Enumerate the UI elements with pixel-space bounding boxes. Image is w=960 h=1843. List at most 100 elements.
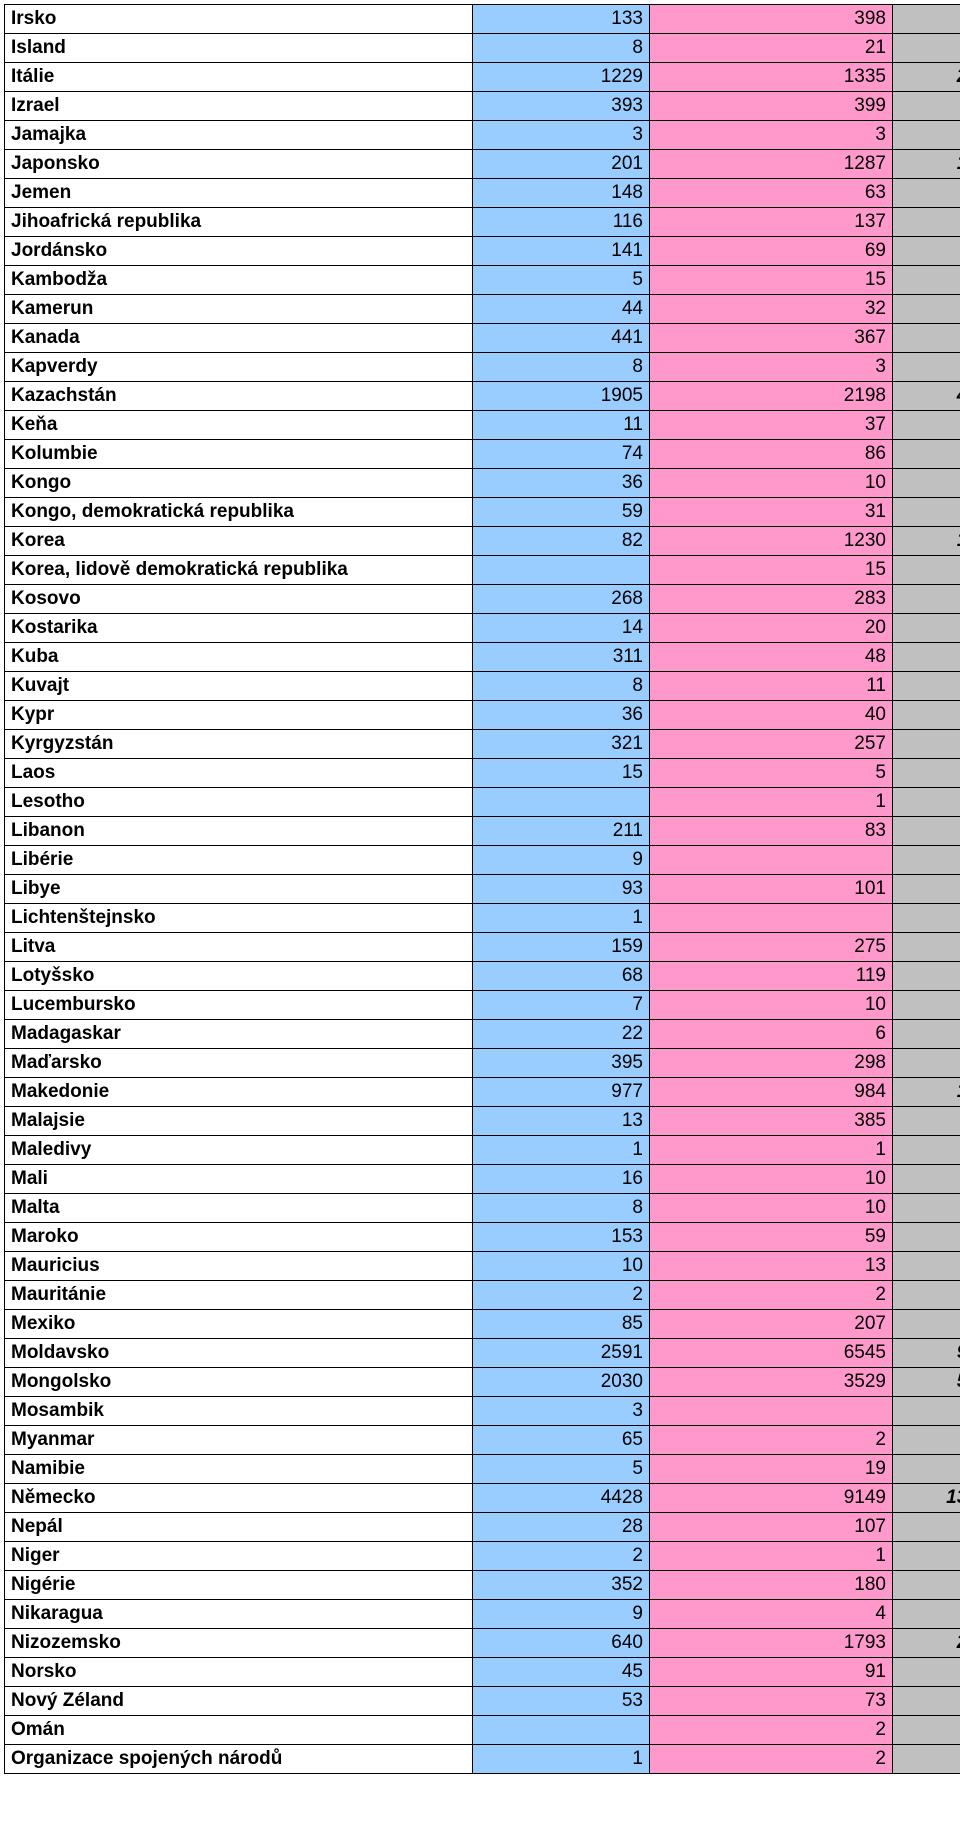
total-gray-cell: 792 bbox=[893, 92, 960, 121]
value-pink-cell: 31 bbox=[650, 498, 893, 527]
value-pink-cell: 48 bbox=[650, 643, 893, 672]
country-cell: Kambodža bbox=[5, 266, 473, 295]
table-row: Lichtenštejnsko11 bbox=[5, 904, 960, 933]
table-row: Island82129 bbox=[5, 34, 960, 63]
table-row: Německo4428914913577 bbox=[5, 1484, 960, 1513]
total-gray-cell: 11 bbox=[893, 353, 960, 382]
country-cell: Německo bbox=[5, 1484, 473, 1513]
value-pink-cell: 4 bbox=[650, 1600, 893, 1629]
total-gray-cell: 13 bbox=[893, 1600, 960, 1629]
country-cell: Maledivy bbox=[5, 1136, 473, 1165]
table-row: Libérie99 bbox=[5, 846, 960, 875]
table-row: Myanmar65267 bbox=[5, 1426, 960, 1455]
value-blue-cell: 268 bbox=[473, 585, 650, 614]
value-pink-cell: 6 bbox=[650, 1020, 893, 1049]
table-row: Kazachstán190521984103 bbox=[5, 382, 960, 411]
table-row: Litva159275434 bbox=[5, 933, 960, 962]
table-row: Kambodža51520 bbox=[5, 266, 960, 295]
country-cell: Laos bbox=[5, 759, 473, 788]
value-blue-cell: 11 bbox=[473, 411, 650, 440]
value-pink-cell: 2 bbox=[650, 1716, 893, 1745]
table-row: Kyrgyzstán321257578 bbox=[5, 730, 960, 759]
country-cell: Nikaragua bbox=[5, 1600, 473, 1629]
table-row: Kuvajt81119 bbox=[5, 672, 960, 701]
table-row: Nový Zéland5373126 bbox=[5, 1687, 960, 1716]
total-gray-cell: 76 bbox=[893, 295, 960, 324]
table-row: Libye93101194 bbox=[5, 875, 960, 904]
total-gray-cell: 48 bbox=[893, 411, 960, 440]
value-blue-cell: 148 bbox=[473, 179, 650, 208]
value-blue-cell: 2591 bbox=[473, 1339, 650, 1368]
table-row: Lucembursko71017 bbox=[5, 991, 960, 1020]
value-blue-cell: 1229 bbox=[473, 63, 650, 92]
table-row: Laos15520 bbox=[5, 759, 960, 788]
value-blue-cell: 13 bbox=[473, 1107, 650, 1136]
country-cell: Litva bbox=[5, 933, 473, 962]
country-cell: Nepál bbox=[5, 1513, 473, 1542]
total-gray-cell: 135 bbox=[893, 1513, 960, 1542]
country-cell: Mexiko bbox=[5, 1310, 473, 1339]
table-row: Kypr364076 bbox=[5, 701, 960, 730]
table-row: Kanada441367808 bbox=[5, 324, 960, 353]
total-gray-cell: 46 bbox=[893, 469, 960, 498]
value-pink-cell: 3 bbox=[650, 121, 893, 150]
total-gray-cell: 4 bbox=[893, 1281, 960, 1310]
value-blue-cell: 2 bbox=[473, 1281, 650, 1310]
total-gray-cell: 34 bbox=[893, 614, 960, 643]
value-pink-cell: 137 bbox=[650, 208, 893, 237]
value-blue-cell: 393 bbox=[473, 92, 650, 121]
country-cell: Libanon bbox=[5, 817, 473, 846]
country-cell: Omán bbox=[5, 1716, 473, 1745]
table-row: Jemen14863211 bbox=[5, 179, 960, 208]
value-pink-cell: 1793 bbox=[650, 1629, 893, 1658]
table-row: Nikaragua9413 bbox=[5, 1600, 960, 1629]
value-blue-cell bbox=[473, 556, 650, 585]
total-gray-cell: 76 bbox=[893, 701, 960, 730]
value-blue-cell: 2030 bbox=[473, 1368, 650, 1397]
table-row: Nigérie352180532 bbox=[5, 1571, 960, 1600]
total-gray-cell: 187 bbox=[893, 962, 960, 991]
table-row: Kongo361046 bbox=[5, 469, 960, 498]
value-pink-cell: 2 bbox=[650, 1281, 893, 1310]
value-blue-cell: 977 bbox=[473, 1078, 650, 1107]
value-pink-cell: 9149 bbox=[650, 1484, 893, 1513]
total-gray-cell: 29 bbox=[893, 34, 960, 63]
value-blue-cell bbox=[473, 1716, 650, 1745]
value-blue-cell: 53 bbox=[473, 1687, 650, 1716]
table-row: Malta81018 bbox=[5, 1194, 960, 1223]
total-gray-cell: 253 bbox=[893, 208, 960, 237]
value-blue-cell: 1905 bbox=[473, 382, 650, 411]
country-cell: Kosovo bbox=[5, 585, 473, 614]
value-blue-cell: 10 bbox=[473, 1252, 650, 1281]
table-row: Malajsie13385398 bbox=[5, 1107, 960, 1136]
value-pink-cell: 3 bbox=[650, 353, 893, 382]
value-pink-cell: 91 bbox=[650, 1658, 893, 1687]
country-cell: Mongolsko bbox=[5, 1368, 473, 1397]
country-cell: Lotyšsko bbox=[5, 962, 473, 991]
country-cell: Kongo, demokratická republika bbox=[5, 498, 473, 527]
total-gray-cell: 2433 bbox=[893, 1629, 960, 1658]
table-row: Organizace spojených národů123 bbox=[5, 1745, 960, 1774]
table-row: Omán22 bbox=[5, 1716, 960, 1745]
total-gray-cell: 15 bbox=[893, 556, 960, 585]
table-row: Maďarsko395298693 bbox=[5, 1049, 960, 1078]
value-blue-cell: 4428 bbox=[473, 1484, 650, 1513]
total-gray-cell: 2 bbox=[893, 1136, 960, 1165]
table-row: Kuba31148359 bbox=[5, 643, 960, 672]
value-blue-cell: 201 bbox=[473, 150, 650, 179]
value-pink-cell: 83 bbox=[650, 817, 893, 846]
value-blue-cell: 153 bbox=[473, 1223, 650, 1252]
total-gray-cell: 1 bbox=[893, 788, 960, 817]
value-pink-cell: 20 bbox=[650, 614, 893, 643]
total-gray-cell: 210 bbox=[893, 237, 960, 266]
value-pink-cell: 1 bbox=[650, 1542, 893, 1571]
value-blue-cell: 441 bbox=[473, 324, 650, 353]
value-blue-cell: 9 bbox=[473, 846, 650, 875]
country-cell: Mosambik bbox=[5, 1397, 473, 1426]
value-pink-cell: 399 bbox=[650, 92, 893, 121]
total-gray-cell: 9136 bbox=[893, 1339, 960, 1368]
value-pink-cell: 40 bbox=[650, 701, 893, 730]
value-pink-cell: 19 bbox=[650, 1455, 893, 1484]
data-table: Irsko133398531Island82129Itálie122913352… bbox=[4, 4, 960, 1774]
value-pink-cell: 298 bbox=[650, 1049, 893, 1078]
